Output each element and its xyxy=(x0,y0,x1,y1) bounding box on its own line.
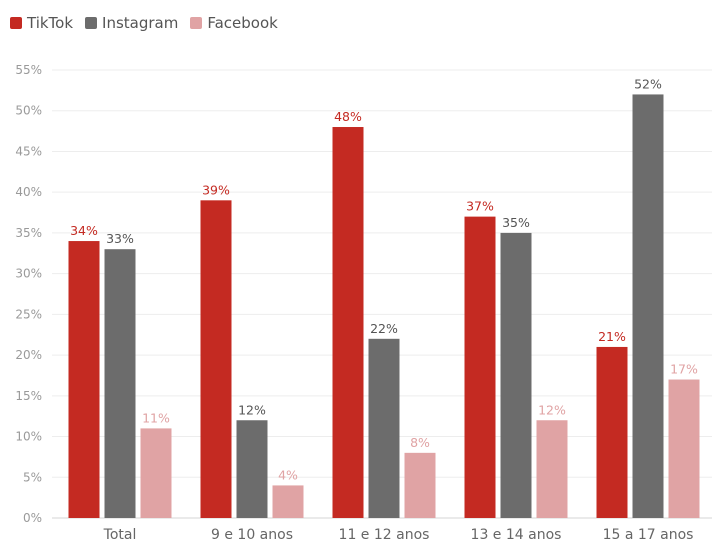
bar-tiktok[interactable] xyxy=(596,346,628,518)
x-category-label: 15 a 17 anos xyxy=(603,527,694,540)
y-tick-label: 15% xyxy=(15,389,42,403)
data-label-facebook: 4% xyxy=(278,467,298,482)
y-tick-label: 5% xyxy=(23,470,42,484)
bar-instagram[interactable] xyxy=(236,420,268,518)
legend-item-tiktok[interactable]: TikTok xyxy=(10,14,73,32)
legend-label-facebook: Facebook xyxy=(207,14,278,32)
bar-tiktok[interactable] xyxy=(68,241,100,518)
x-category-label: 11 e 12 anos xyxy=(339,527,430,540)
bar-facebook[interactable] xyxy=(404,452,436,518)
legend-swatch-tiktok xyxy=(10,17,22,29)
bar-instagram[interactable] xyxy=(368,338,400,518)
data-label-instagram: 52% xyxy=(634,76,662,91)
y-tick-label: 45% xyxy=(15,144,42,158)
bar-tiktok[interactable] xyxy=(332,127,364,518)
x-category-label: 9 e 10 anos xyxy=(211,527,293,540)
data-label-instagram: 12% xyxy=(238,402,266,417)
bar-tiktok[interactable] xyxy=(200,200,232,518)
y-tick-label: 50% xyxy=(15,104,42,118)
data-label-instagram: 22% xyxy=(370,321,398,336)
x-category-label: 13 e 14 anos xyxy=(471,527,562,540)
data-label-tiktok: 48% xyxy=(334,109,362,124)
legend-swatch-instagram xyxy=(85,17,98,29)
y-tick-label: 35% xyxy=(15,226,42,240)
data-label-tiktok: 39% xyxy=(202,182,230,197)
y-tick-label: 40% xyxy=(15,185,42,199)
bar-tiktok[interactable] xyxy=(464,216,496,519)
x-category-label: Total xyxy=(103,527,137,540)
y-tick-label: 10% xyxy=(15,430,42,444)
data-label-tiktok: 21% xyxy=(598,329,626,344)
legend-label-tiktok: TikTok xyxy=(27,14,74,32)
legend: TikTok Instagram Facebook xyxy=(10,10,278,36)
bar-facebook[interactable] xyxy=(668,379,700,518)
y-tick-label: 30% xyxy=(15,267,42,281)
legend-label-instagram: Instagram xyxy=(102,14,179,32)
y-tick-label: 25% xyxy=(15,307,42,321)
legend-item-facebook[interactable]: Facebook xyxy=(190,14,278,32)
bar-instagram[interactable] xyxy=(632,94,664,518)
data-label-instagram: 33% xyxy=(106,231,134,246)
data-label-facebook: 12% xyxy=(538,402,566,417)
bar-facebook[interactable] xyxy=(536,420,568,518)
data-label-facebook: 11% xyxy=(142,410,170,425)
data-label-instagram: 35% xyxy=(502,215,530,230)
bar-instagram[interactable] xyxy=(500,232,532,518)
bar-facebook[interactable] xyxy=(272,485,304,518)
y-tick-label: 55% xyxy=(15,63,42,77)
data-label-facebook: 17% xyxy=(670,362,698,377)
bar-facebook[interactable] xyxy=(140,428,172,518)
data-label-facebook: 8% xyxy=(410,435,430,450)
data-label-tiktok: 34% xyxy=(70,223,98,238)
legend-swatch-facebook xyxy=(190,17,203,29)
bar-instagram[interactable] xyxy=(104,249,136,518)
y-tick-label: 20% xyxy=(15,348,42,362)
data-label-tiktok: 37% xyxy=(466,199,494,214)
legend-item-instagram[interactable]: Instagram xyxy=(85,14,178,32)
y-tick-label: 0% xyxy=(23,511,42,525)
